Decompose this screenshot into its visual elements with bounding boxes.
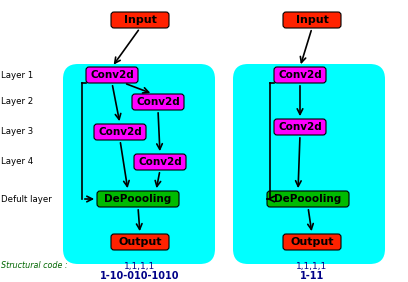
FancyBboxPatch shape (267, 191, 349, 207)
FancyBboxPatch shape (283, 12, 341, 28)
Text: Conv2d: Conv2d (278, 70, 322, 80)
FancyBboxPatch shape (233, 64, 385, 264)
FancyBboxPatch shape (134, 154, 186, 170)
Text: 1,1,1,1: 1,1,1,1 (296, 263, 328, 272)
Text: Conv2d: Conv2d (138, 157, 182, 167)
FancyBboxPatch shape (111, 234, 169, 250)
FancyBboxPatch shape (63, 64, 215, 264)
Text: Layer 2: Layer 2 (1, 98, 33, 107)
Text: DePoooling: DePoooling (104, 194, 172, 204)
FancyBboxPatch shape (97, 191, 179, 207)
Text: Input: Input (295, 15, 328, 25)
Text: Input: Input (124, 15, 156, 25)
FancyBboxPatch shape (94, 124, 146, 140)
Text: Conv2d: Conv2d (90, 70, 134, 80)
FancyBboxPatch shape (111, 12, 169, 28)
Text: Output: Output (290, 237, 334, 247)
FancyBboxPatch shape (274, 67, 326, 83)
Text: 1-11: 1-11 (300, 271, 324, 281)
FancyBboxPatch shape (274, 119, 326, 135)
FancyBboxPatch shape (283, 234, 341, 250)
Text: 1-10-010-1010: 1-10-010-1010 (100, 271, 180, 281)
Text: Layer 3: Layer 3 (1, 127, 33, 136)
Text: Layer 4: Layer 4 (1, 158, 33, 166)
Text: DePoooling: DePoooling (274, 194, 341, 204)
Text: Conv2d: Conv2d (278, 122, 322, 132)
Text: Layer 1: Layer 1 (1, 70, 33, 80)
Text: Structural code :: Structural code : (1, 261, 68, 270)
Text: Output: Output (118, 237, 162, 247)
FancyBboxPatch shape (132, 94, 184, 110)
FancyBboxPatch shape (86, 67, 138, 83)
Text: Defult layer: Defult layer (1, 195, 52, 204)
Text: 1,1,1,1: 1,1,1,1 (124, 263, 155, 272)
Text: Conv2d: Conv2d (98, 127, 142, 137)
Text: Conv2d: Conv2d (136, 97, 180, 107)
